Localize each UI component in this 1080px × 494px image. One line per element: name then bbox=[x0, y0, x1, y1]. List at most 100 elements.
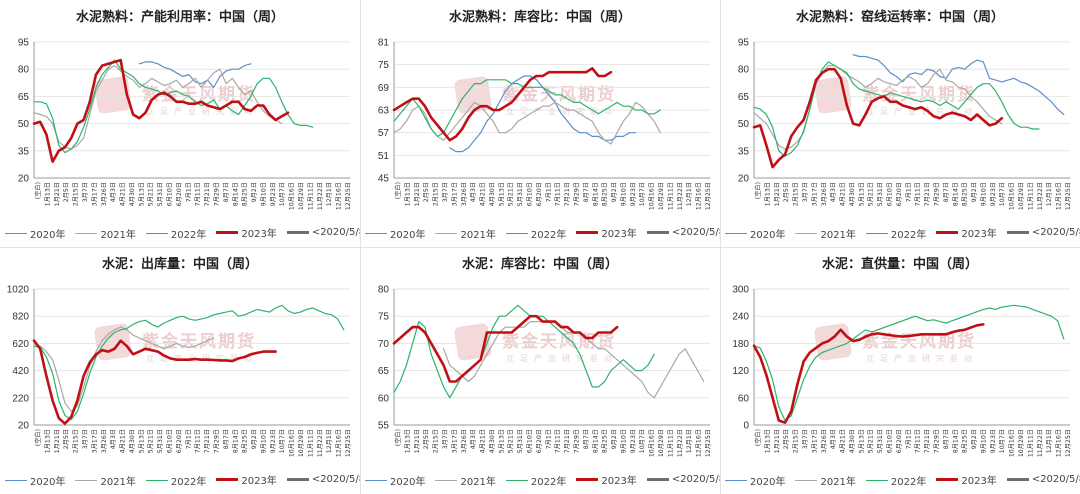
x-tick-label: 10月16日 bbox=[649, 429, 656, 457]
x-tick-label: 7月21日 bbox=[924, 182, 931, 206]
y-tick-label: 70 bbox=[378, 339, 390, 350]
legend-item-2020: 2020年 bbox=[725, 226, 785, 241]
legend-swatch bbox=[936, 478, 959, 481]
series-line-2021 bbox=[753, 64, 1003, 150]
legend-item-2020: 2020年 bbox=[725, 473, 785, 488]
x-tick-label: 12月25日 bbox=[345, 429, 352, 457]
x-tick-label: 2月5日 bbox=[63, 429, 70, 449]
x-tick-label: 5月13日 bbox=[498, 182, 505, 206]
chart-title: 水泥熟料：库容比：中国（周） bbox=[448, 10, 631, 25]
x-tick-label: 8月7日 bbox=[583, 182, 590, 202]
x-tick-label: 12月25日 bbox=[705, 182, 712, 210]
x-tick-label: 8月25日 bbox=[602, 182, 609, 206]
legend-swatch bbox=[435, 233, 458, 234]
legend-item-2022: 2022年 bbox=[505, 473, 567, 488]
x-tick-label: (空白) bbox=[754, 429, 762, 446]
legend-item-lt2020: <2020/5/8 bbox=[1006, 227, 1080, 238]
legend-item-2023: 2023年 bbox=[576, 472, 637, 487]
x-tick-label: 1月13日 bbox=[404, 182, 411, 206]
legend-label: 2022年 bbox=[530, 477, 567, 488]
x-tick-label: 5月31日 bbox=[517, 182, 524, 206]
x-tick-label: 9月23日 bbox=[630, 429, 637, 453]
legend-label: <2020/5/8 bbox=[311, 474, 366, 485]
x-tick-label: 1月21日 bbox=[774, 429, 781, 453]
y-tick-label: 60 bbox=[738, 393, 750, 404]
legend-label: 2022年 bbox=[890, 230, 927, 241]
x-tick-label: 6月20日 bbox=[176, 429, 183, 453]
legend-swatch bbox=[795, 480, 818, 481]
chart-panel-3: 水泥熟料：窑线运转率：中国（周） 紫金天风期货 立足产业研究驱动 20 35 50 65 80… bbox=[720, 0, 1080, 247]
y-tick-label: 75 bbox=[378, 60, 390, 71]
chart-title: 水泥：库容比：中国（周） bbox=[461, 257, 618, 272]
legend-item-2021: 2021年 bbox=[75, 473, 136, 488]
chart-title: 水泥熟料：产能利用率：中国（周） bbox=[75, 10, 284, 25]
legend-swatch bbox=[1006, 478, 1029, 481]
series-line-2020 bbox=[138, 61, 252, 88]
x-tick-label: 12月1日 bbox=[686, 429, 693, 453]
y-tick-label: 240 bbox=[732, 312, 749, 323]
x-tick-label: 3月7日 bbox=[442, 429, 449, 449]
x-tick-label: 9月10日 bbox=[620, 182, 627, 206]
y-tick-label: 35 bbox=[738, 146, 750, 157]
x-tick-label: 12月25日 bbox=[1065, 182, 1072, 210]
x-tick-label: 5月31日 bbox=[517, 429, 524, 453]
series-line-2021 bbox=[33, 64, 283, 150]
legend-label: 2022年 bbox=[530, 230, 567, 241]
x-tick-label: 9月10日 bbox=[620, 429, 627, 453]
x-tick-label: 9月2日 bbox=[971, 182, 978, 202]
x-tick-label: 2月5日 bbox=[423, 429, 430, 449]
legend-swatch bbox=[576, 231, 599, 234]
legend-swatch bbox=[5, 233, 27, 234]
y-tick-label: 95 bbox=[18, 38, 30, 49]
x-tick-label: 5月31日 bbox=[877, 429, 884, 453]
x-tick-label: 7月1日 bbox=[905, 182, 912, 202]
x-tick-label: 7月1日 bbox=[185, 182, 192, 202]
legend-label: 2022年 bbox=[170, 230, 207, 241]
legend-label: 2020年 bbox=[30, 477, 66, 488]
series-line-2023 bbox=[32, 58, 290, 163]
x-tick-label: 4月21日 bbox=[840, 429, 847, 453]
x-tick-label: 1月13日 bbox=[404, 429, 411, 453]
x-tick-label: 2月5日 bbox=[63, 182, 70, 202]
y-tick-label: 220 bbox=[12, 393, 29, 404]
x-tick-label: 6月20日 bbox=[536, 182, 543, 206]
legend-swatch bbox=[216, 478, 239, 481]
chart-title: 水泥熟料：窑线运转率：中国（周） bbox=[795, 10, 1004, 25]
x-tick-label: 1月13日 bbox=[764, 429, 771, 453]
x-tick-label: 6月20日 bbox=[536, 429, 543, 453]
x-tick-label: 3月7日 bbox=[802, 182, 809, 202]
y-tick-label: 180 bbox=[732, 339, 749, 350]
x-tick-label: 4月30日 bbox=[489, 182, 496, 206]
x-tick-label: (空白) bbox=[754, 182, 762, 199]
series-line-2022 bbox=[33, 59, 314, 154]
series-line-2023 bbox=[392, 314, 619, 383]
x-tick-label: 4月3日 bbox=[470, 429, 477, 449]
x-tick-label: 6月10日 bbox=[887, 182, 894, 206]
x-tick-label: 8月14日 bbox=[952, 429, 959, 453]
x-tick-label: 2月5日 bbox=[783, 429, 790, 449]
x-tick-label: 4月21日 bbox=[120, 182, 127, 206]
x-tick-label: 10月7日 bbox=[279, 429, 286, 453]
legend-item-2021: 2021年 bbox=[75, 226, 136, 241]
y-tick-label: 69 bbox=[378, 83, 390, 94]
x-tick-label: 7月21日 bbox=[564, 429, 571, 453]
x-tick-label: 7月21日 bbox=[564, 182, 571, 206]
legend-swatch bbox=[75, 233, 98, 234]
x-tick-label: 6月10日 bbox=[887, 429, 894, 453]
x-tick-label: 9月23日 bbox=[630, 182, 637, 206]
series-line-2021 bbox=[33, 326, 215, 412]
x-tick-label: 6月10日 bbox=[167, 182, 174, 206]
x-tick-label: 10月29日 bbox=[298, 429, 305, 457]
x-tick-label: 8月25日 bbox=[602, 429, 609, 453]
x-tick-label: 5月31日 bbox=[877, 182, 884, 206]
x-tick-label: 5月21日 bbox=[868, 429, 875, 453]
x-tick-label: 9月23日 bbox=[990, 182, 997, 206]
x-tick-label: 4月21日 bbox=[480, 182, 487, 206]
x-tick-label: 3月7日 bbox=[802, 429, 809, 449]
x-tick-label: 2月15日 bbox=[793, 182, 800, 206]
x-tick-label: 8月7日 bbox=[943, 429, 950, 449]
x-tick-label: 4月30日 bbox=[129, 429, 136, 453]
legend-item-2022: 2022年 bbox=[865, 473, 926, 488]
x-tick-label: 7月11日 bbox=[555, 429, 562, 453]
